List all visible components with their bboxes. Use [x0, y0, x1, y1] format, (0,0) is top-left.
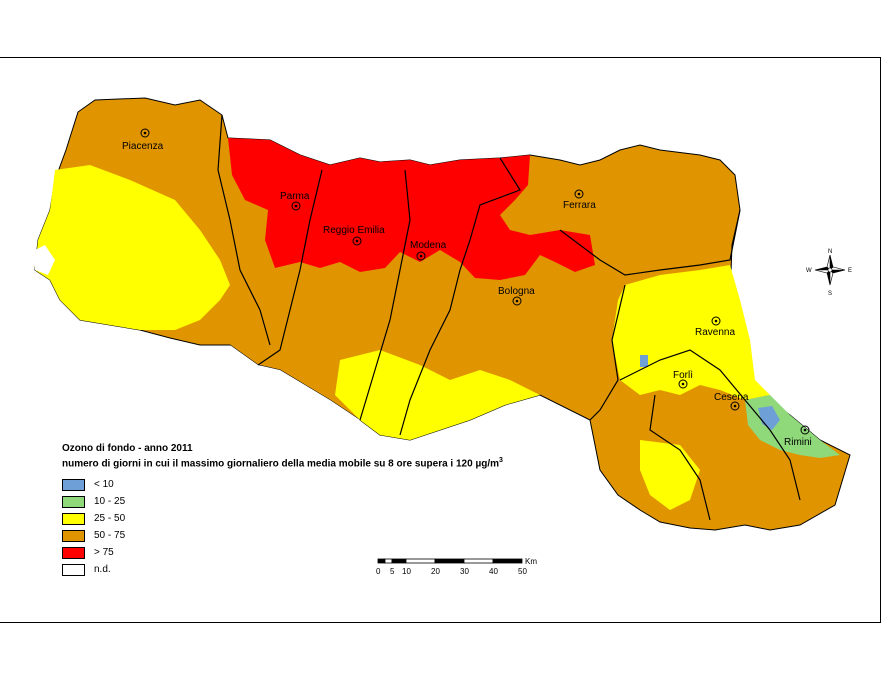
city-label-rimini: Rimini — [784, 437, 812, 448]
city-label-modena: Modena — [410, 240, 447, 251]
city-label-parma: Parma — [280, 191, 310, 202]
compass-n-label: N — [828, 249, 832, 255]
region-zone-25-50-south — [335, 350, 540, 440]
city-marker-ferrara — [574, 189, 584, 199]
legend-item: 10 - 25 — [62, 493, 503, 510]
city-markers — [140, 128, 810, 435]
city-label-reggio-emilia: Reggio Emilia — [323, 225, 385, 236]
city-marker-reggio-emilia — [352, 236, 362, 246]
city-label-cesena: Cesena — [714, 392, 749, 403]
legend-swatch — [62, 478, 85, 491]
city-label-piacenza: Piacenza — [122, 141, 164, 152]
city-marker-piacenza — [140, 128, 150, 138]
legend-swatch — [62, 546, 85, 559]
legend-label: n.d. — [94, 564, 111, 576]
legend-label: < 10 — [94, 479, 114, 491]
legend-title-line1: Ozono di fondo - anno 2011 — [62, 443, 193, 454]
legend-title-line2: numero di giorni in cui il massimo giorn… — [62, 457, 503, 470]
map-frame — [0, 57, 881, 623]
compass-e-label: E — [848, 268, 852, 274]
scale-tick: 40 — [489, 567, 498, 576]
city-marker-rimini — [800, 425, 810, 435]
region-zone-25-50-east — [612, 265, 770, 400]
legend-items: < 10 10 - 25 25 - 50 50 - 75 > 75 n.d. — [62, 476, 503, 578]
city-marker-ravenna — [711, 316, 721, 326]
scale-tick: 5 — [390, 567, 395, 576]
legend-item: n.d. — [62, 561, 503, 578]
city-label-ferrara: Ferrara — [563, 200, 596, 211]
legend-item: < 10 — [62, 476, 503, 493]
city-marker-bologna — [512, 296, 522, 306]
scale-tick: 0 — [376, 567, 381, 576]
legend-swatch — [62, 563, 85, 576]
region-zone-under-10-ravenna — [640, 355, 648, 367]
region-zone-nd-south — [230, 345, 360, 428]
city-marker-cesena — [730, 401, 740, 411]
city-label-forli: Forlì — [673, 370, 693, 381]
region-zone-under-10 — [758, 406, 780, 430]
province-boundaries — [217, 114, 801, 521]
legend-swatch — [62, 512, 85, 525]
legend-item: > 75 — [62, 544, 503, 561]
legend-item: 25 - 50 — [62, 510, 503, 527]
city-label-bologna: Bologna — [498, 286, 535, 297]
city-labels: Piacenza Parma Reggio Emilia Modena Ferr… — [122, 141, 812, 448]
scale-unit: Km — [525, 557, 537, 566]
legend-label: > 75 — [94, 547, 114, 559]
scale-tick: 20 — [431, 567, 440, 576]
compass-rose-icon: N S W E — [806, 249, 852, 297]
legend-label: 10 - 25 — [94, 496, 126, 508]
region-zone-over-75 — [228, 138, 595, 280]
region-zone-25-50-west — [35, 165, 230, 330]
legend-item: 50 - 75 — [62, 527, 503, 544]
compass-s-label: S — [828, 291, 832, 297]
compass-w-label: W — [806, 268, 812, 274]
scale-tick: 50 — [518, 567, 527, 576]
scale-tick: 10 — [402, 567, 411, 576]
scale-bar: 0 5 10 20 30 40 50 Km — [376, 557, 537, 576]
city-marker-parma — [291, 201, 301, 211]
legend-label: 50 - 75 — [94, 530, 126, 542]
legend-swatch — [62, 529, 85, 542]
legend-label: 25 - 50 — [94, 513, 126, 525]
city-label-ravenna: Ravenna — [695, 327, 735, 338]
map-legend: Ozono di fondo - anno 2011 numero di gio… — [62, 443, 503, 578]
scale-tick: 30 — [460, 567, 469, 576]
city-marker-modena — [416, 251, 426, 261]
legend-swatch — [62, 495, 85, 508]
region-zone-nd-west — [35, 245, 55, 275]
city-marker-forli — [678, 379, 688, 389]
